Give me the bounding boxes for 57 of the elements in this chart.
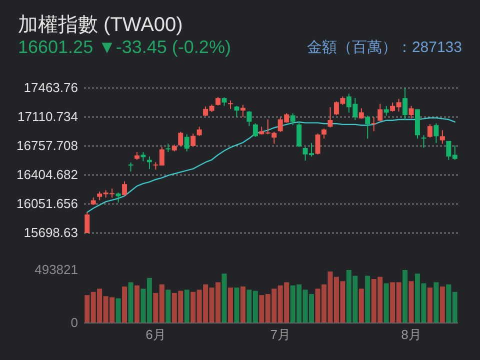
candlestick: [116, 192, 121, 204]
candlestick: [246, 110, 252, 127]
candlestick: [315, 133, 320, 155]
bar: [365, 276, 370, 323]
bar: [440, 286, 445, 323]
candlestick: [328, 106, 333, 128]
y-tick-label: 16757.708: [16, 138, 78, 153]
bar: [434, 282, 439, 323]
candlestick: [290, 112, 296, 126]
y-tick-label: 17463.76: [24, 80, 78, 95]
bar: [134, 285, 140, 323]
bar: [384, 283, 389, 323]
candlestick: [384, 105, 389, 116]
candlestick: [196, 126, 202, 136]
bar: [358, 288, 364, 323]
candlestick: [190, 133, 196, 147]
bar: [240, 286, 246, 323]
candlestick: [296, 121, 302, 148]
candlestick: [184, 134, 190, 152]
candlestick: [240, 104, 246, 118]
candlestick: [321, 128, 326, 140]
chart-title: 加權指數 (TWA00): [18, 14, 183, 36]
y-tick-label: 17110.734: [18, 109, 78, 124]
candlestick: [371, 116, 376, 132]
x-tick-label: 7月: [270, 327, 290, 342]
candlestick: [427, 124, 432, 138]
bar: [116, 298, 121, 323]
y-tick-label: 15698.63: [24, 225, 78, 240]
candlestick: [421, 134, 426, 148]
bar: [234, 288, 240, 323]
bar: [166, 290, 171, 323]
text: 金額（百萬）：287133: [306, 39, 462, 56]
candlestick: [178, 131, 184, 146]
x-tick-label: 8月: [401, 327, 422, 342]
candlestick: [402, 88, 408, 121]
x-tick-label: 6月: [146, 327, 166, 342]
bar: [184, 290, 190, 323]
bar: [402, 270, 408, 323]
bar: [427, 288, 432, 323]
candlestick: [378, 103, 383, 122]
y-tick-label: 493821: [34, 262, 78, 277]
candlestick: [122, 180, 128, 196]
candlestick: [440, 130, 445, 144]
bar: [228, 288, 233, 323]
candlestick: [84, 212, 90, 234]
y-tick-label: 0: [70, 315, 78, 330]
chart-subtitle: 16601.25 ▼-33.45 (-0.2%): [18, 37, 231, 57]
candlestick: [234, 105, 240, 118]
candlestick: [434, 122, 439, 144]
bar: [122, 286, 128, 323]
candlestick: [128, 162, 134, 172]
bar: [222, 274, 227, 323]
candlestick: [252, 122, 258, 138]
candlestick: [365, 115, 370, 140]
bar: [128, 282, 134, 323]
y-tick-label: 16051.656: [16, 196, 78, 211]
y-tick-label: 16404.682: [16, 167, 78, 182]
